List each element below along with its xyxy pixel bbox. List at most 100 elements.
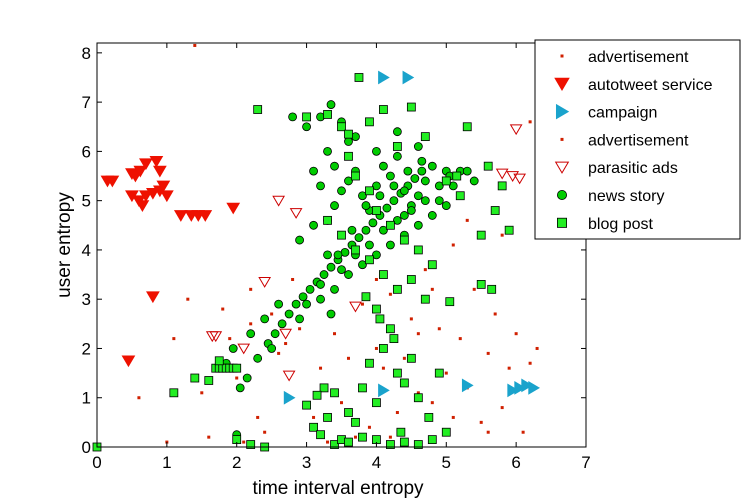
data-point: [441, 201, 451, 210]
data-point: [424, 413, 434, 422]
data-point: [319, 366, 323, 370]
data-point: [272, 195, 286, 207]
data-point: [344, 270, 353, 279]
data-point: [326, 440, 330, 444]
data-point: [347, 225, 357, 235]
data-point: [493, 312, 497, 316]
data-point: [416, 391, 420, 395]
data-point: [207, 435, 211, 439]
data-point: [361, 201, 371, 210]
x-tick-label: 6: [511, 453, 520, 472]
series-6: [92, 73, 514, 452]
data-point: [399, 211, 409, 220]
data-point: [427, 435, 437, 445]
data-point: [406, 275, 416, 284]
data-point: [410, 174, 420, 183]
data-point: [406, 206, 416, 215]
legend: advertisement autotweet service campaign ad…: [534, 39, 741, 240]
data-point: [420, 132, 430, 142]
data-point: [497, 181, 507, 191]
data-point: [486, 430, 490, 434]
axes-box: [96, 42, 587, 448]
data-point: [298, 327, 302, 331]
data-point: [242, 373, 252, 383]
data-point: [455, 191, 465, 201]
data-point: [389, 181, 399, 191]
legend-marker: [560, 137, 564, 141]
data-point: [152, 165, 167, 178]
data-point: [514, 332, 518, 336]
data-point: [316, 280, 325, 289]
data-point: [372, 206, 381, 215]
data-point: [200, 391, 204, 395]
legend-label: campaign: [588, 105, 657, 122]
data-point: [500, 233, 504, 237]
data-point: [330, 201, 339, 210]
data-point: [312, 390, 322, 400]
data-point: [378, 383, 390, 398]
data-point: [344, 437, 353, 447]
data-point: [434, 181, 444, 191]
data-point: [500, 406, 504, 410]
data-point: [209, 331, 223, 343]
legend-marker: [560, 54, 564, 58]
legend-label: news story: [588, 188, 664, 205]
y-axis-ticks: 0 1 2 3 4 5 6 7 8: [82, 44, 586, 457]
data-point: [461, 378, 474, 393]
data-point: [361, 225, 371, 235]
data-point: [385, 324, 395, 334]
data-point: [372, 181, 381, 191]
data-point: [434, 196, 444, 206]
data-point: [476, 280, 486, 289]
legend-label: autotweet service: [588, 77, 713, 94]
data-point: [375, 191, 385, 201]
plot-area: [97, 43, 586, 447]
data-point: [214, 356, 224, 366]
data-point: [221, 307, 225, 311]
data-point: [413, 142, 423, 151]
data-point: [427, 211, 437, 220]
data-point: [344, 137, 353, 146]
data-point: [389, 334, 399, 344]
data-point: [417, 166, 427, 176]
series-0: [137, 43, 539, 444]
data-point: [358, 383, 367, 393]
data-point: [330, 161, 339, 171]
data-point: [379, 225, 388, 235]
data-point: [402, 356, 406, 360]
data-point: [291, 277, 295, 281]
data-point: [379, 105, 388, 114]
y-axis-label: user entropy: [54, 192, 75, 298]
data-point: [309, 220, 318, 230]
data-point: [448, 181, 458, 191]
data-point: [344, 176, 353, 186]
x-tick-label: 3: [302, 453, 311, 472]
data-point: [385, 171, 395, 181]
data-point: [441, 176, 451, 186]
data-point: [344, 129, 353, 139]
series-2: [283, 70, 540, 405]
data-point: [509, 124, 523, 136]
data-point: [444, 371, 448, 375]
data-point: [237, 343, 251, 355]
data-point: [337, 186, 346, 196]
legend-label: blog post: [588, 216, 653, 233]
data-point: [258, 277, 272, 288]
series-5: [221, 100, 479, 440]
data-point: [354, 233, 364, 243]
data-point: [462, 122, 472, 132]
data-point: [374, 346, 378, 350]
data-point: [365, 117, 374, 127]
data-point: [434, 368, 444, 378]
data-point: [451, 243, 455, 247]
data-point: [409, 317, 413, 321]
data-point: [172, 337, 176, 341]
data-point: [379, 270, 388, 279]
data-point: [385, 220, 395, 230]
data-point: [413, 393, 423, 403]
legend-marker: [557, 217, 568, 228]
data-point: [344, 151, 353, 161]
data-point: [228, 337, 232, 341]
data-point: [302, 122, 311, 132]
